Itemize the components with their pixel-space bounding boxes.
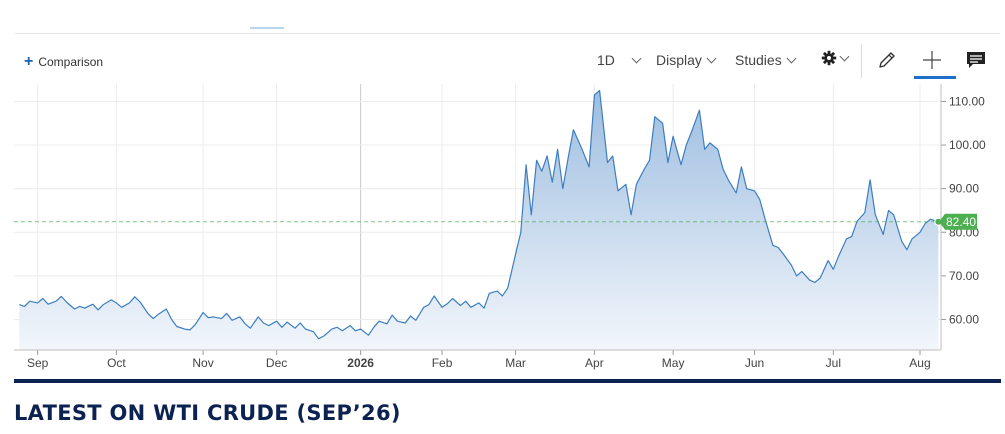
section-divider — [14, 379, 1001, 383]
price-line — [19, 89, 939, 340]
comparison-button[interactable]: + Comparison — [24, 53, 104, 70]
display-label: Display — [656, 52, 702, 68]
chevron-down-icon — [631, 53, 642, 64]
price-area — [19, 90, 939, 350]
y-tick-label: 60.00 — [949, 312, 979, 326]
gear-icon — [821, 50, 837, 66]
x-tick-label: Aug — [909, 356, 930, 370]
pencil-icon — [879, 52, 895, 68]
x-tick-label: Mar — [505, 356, 526, 370]
y-tick-label: 90.00 — [949, 182, 979, 196]
x-tick-label: Nov — [192, 356, 213, 370]
display-dropdown[interactable]: Display — [656, 52, 717, 68]
active-tool-indicator — [914, 76, 956, 79]
chart-svg: Sep Oct Nov Dec 2026 Feb Mar Apr May Jun Jul Aug 60.… — [14, 84, 986, 370]
x-tick-label: Jul — [826, 356, 841, 370]
comparison-label: Comparison — [38, 55, 104, 69]
x-tick-label: Dec — [266, 356, 287, 370]
interval-dropdown[interactable]: 1D — [597, 52, 642, 68]
comment-icon — [967, 52, 985, 68]
interval-label: 1D — [597, 52, 615, 68]
settings-dropdown[interactable] — [821, 50, 850, 66]
chevron-down-icon — [706, 53, 717, 64]
top-divider — [14, 33, 1000, 34]
studies-dropdown[interactable]: Studies — [735, 52, 797, 68]
studies-label: Studies — [735, 52, 782, 68]
x-tick-label: 2026 — [347, 356, 374, 370]
crosshair-tool-button[interactable] — [921, 49, 943, 76]
y-tick-label: 70.00 — [949, 269, 979, 283]
news-tool-button[interactable] — [965, 49, 987, 76]
x-tick-label: Feb — [432, 356, 453, 370]
x-tick-label: Oct — [107, 356, 126, 370]
current-price-badge — [939, 213, 977, 230]
current-price-label: 82.40 — [946, 215, 976, 229]
section-heading: LATEST ON WTI CRUDE (SEP’26) — [14, 401, 401, 425]
crosshair-icon — [923, 51, 941, 69]
y-tick-label: 110.00 — [949, 94, 985, 108]
plus-icon: + — [24, 53, 34, 70]
tab-indicator — [250, 27, 284, 29]
toolbar-divider — [861, 44, 862, 78]
y-tick-label: 100.00 — [949, 138, 986, 152]
price-chart[interactable]: Sep Oct Nov Dec 2026 Feb Mar Apr May Jun Jul Aug 60.… — [0, 80, 1005, 376]
chart-toolbar: + Comparison 1D Display Studies — [0, 44, 1005, 79]
x-tick-label: May — [662, 356, 685, 370]
x-tick-label: Jun — [745, 356, 764, 370]
chevron-down-icon — [786, 53, 797, 64]
draw-tool-button[interactable] — [876, 49, 898, 76]
x-tick-label: Sep — [27, 356, 49, 370]
x-tick-label: Apr — [585, 356, 604, 370]
chevron-down-icon — [839, 51, 850, 62]
